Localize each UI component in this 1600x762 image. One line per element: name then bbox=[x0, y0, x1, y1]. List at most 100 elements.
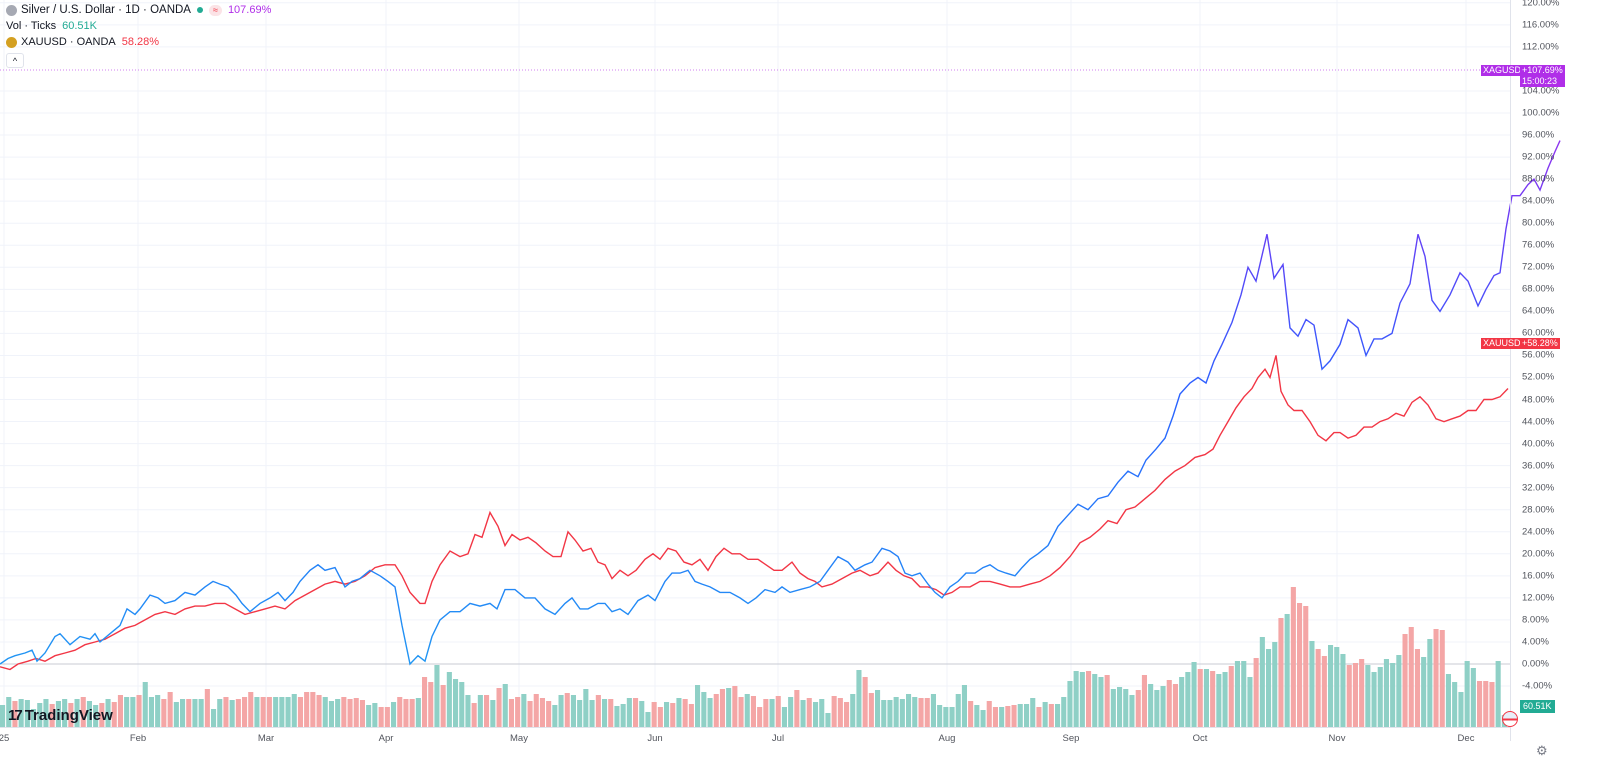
main-change-value: 107.69% bbox=[227, 4, 272, 16]
y-tick-label: 20.00% bbox=[1522, 548, 1555, 560]
volume-bar bbox=[825, 713, 831, 727]
volume-bar bbox=[167, 692, 173, 727]
legend-main-series[interactable]: Silver / U.S. Dollar · 1D · OANDA ≈ 107.… bbox=[6, 2, 271, 18]
volume-bar bbox=[868, 693, 874, 727]
volume-bar bbox=[1377, 667, 1383, 727]
volume-bar bbox=[422, 677, 428, 727]
volume-bar bbox=[688, 704, 694, 727]
y-tick-label: 0.00% bbox=[1522, 658, 1549, 670]
volume-bar bbox=[844, 702, 850, 727]
legend-compare-series[interactable]: XAUUSD · OANDA 58.28% bbox=[6, 34, 271, 50]
volume-bar bbox=[130, 697, 136, 727]
volume-bar bbox=[1383, 659, 1389, 727]
volume-bar bbox=[757, 707, 763, 727]
volume-bar bbox=[391, 702, 397, 727]
volume-bar bbox=[1011, 705, 1017, 727]
settings-gear-icon[interactable]: ⚙ bbox=[1536, 743, 1548, 758]
volume-bar bbox=[12, 701, 18, 727]
y-tick-label: 84.00% bbox=[1522, 195, 1555, 207]
volume-bar bbox=[980, 710, 986, 727]
volume-bar bbox=[1166, 680, 1172, 727]
x-tick-label: Mar bbox=[257, 733, 275, 744]
volume-bar bbox=[1477, 681, 1483, 727]
volume-bar bbox=[1135, 690, 1141, 727]
volume-bar bbox=[1172, 684, 1178, 727]
volume-bar bbox=[477, 695, 483, 727]
y-tick-label: 92.00% bbox=[1522, 151, 1555, 163]
y-tick-label: 60.00% bbox=[1522, 327, 1555, 339]
volume-bar bbox=[297, 697, 303, 727]
price-axis[interactable]: 120.00% 116.00% 112.00% 104.00% 100.00% 96.00… bbox=[1510, 0, 1600, 741]
legend-volume[interactable]: Vol · Ticks 60.51K bbox=[6, 18, 271, 34]
volume-bar bbox=[1259, 637, 1265, 727]
y-tick-label: 104.00% bbox=[1522, 85, 1560, 97]
volume-bar bbox=[211, 709, 217, 727]
volume-bar bbox=[608, 699, 614, 727]
volume-bar bbox=[142, 682, 148, 727]
volume-bar bbox=[117, 695, 123, 727]
delayed-data-icon[interactable]: ≈ bbox=[208, 4, 222, 16]
volume-bar bbox=[906, 694, 912, 727]
volume-bar bbox=[937, 705, 943, 727]
volume-bar bbox=[521, 694, 527, 727]
volume-bar bbox=[620, 704, 626, 727]
volume-bar bbox=[198, 699, 204, 727]
volume-bar bbox=[1030, 698, 1036, 727]
silver-series-line[interactable] bbox=[0, 140, 1561, 666]
y-tick-label: 12.00% bbox=[1522, 592, 1555, 604]
gold-series-line[interactable] bbox=[0, 355, 1509, 671]
volume-bar bbox=[800, 700, 806, 727]
volume-bar bbox=[602, 699, 608, 727]
main-symbol-title: Silver / U.S. Dollar · 1D · OANDA bbox=[21, 4, 191, 16]
volume-bar bbox=[1179, 677, 1185, 727]
y-tick-label: 40.00% bbox=[1522, 438, 1555, 450]
volume-bar bbox=[1470, 668, 1476, 727]
volume-bar bbox=[552, 705, 558, 727]
volume-bar bbox=[93, 705, 99, 727]
collapse-legend-button[interactable]: ^ bbox=[6, 53, 24, 68]
silver-symbol-icon bbox=[6, 4, 17, 16]
volume-bar bbox=[992, 707, 998, 727]
y-tick-label: 48.00% bbox=[1522, 394, 1555, 406]
volume-bar bbox=[657, 707, 663, 727]
us-flag-icon[interactable] bbox=[1502, 711, 1518, 727]
volume-bar bbox=[1017, 704, 1023, 727]
volume-bar bbox=[471, 703, 477, 727]
volume-bar bbox=[341, 697, 347, 727]
volume-bar bbox=[322, 697, 328, 727]
volume-bar bbox=[1303, 606, 1309, 727]
compare-symbol-title: XAUUSD · OANDA bbox=[21, 36, 116, 48]
gold-symbol-tag: XAUUSD bbox=[1481, 338, 1523, 349]
y-tick-label: 76.00% bbox=[1522, 239, 1555, 251]
volume-bar bbox=[570, 695, 576, 727]
volume-bar bbox=[924, 698, 930, 727]
volume-bar bbox=[180, 699, 186, 727]
volume-bar bbox=[639, 701, 645, 727]
grid-lines bbox=[0, 0, 1510, 727]
volume-bar bbox=[564, 693, 570, 727]
volume-value: 60.51K bbox=[62, 20, 97, 32]
volume-bar bbox=[1055, 704, 1061, 727]
volume-bar bbox=[229, 700, 235, 727]
volume-bar bbox=[1297, 603, 1303, 727]
volume-bar bbox=[1433, 629, 1439, 727]
volume-bar bbox=[788, 697, 794, 727]
volume-bar bbox=[1495, 661, 1501, 727]
time-axis[interactable]: 25 Feb Mar Apr May Jun Jul Aug Sep Oct Nov Dec bbox=[0, 727, 1510, 762]
volume-bar bbox=[266, 697, 272, 727]
tradingview-wordmark: TradingView bbox=[24, 707, 113, 724]
volume-bar bbox=[1346, 665, 1352, 727]
tradingview-logo[interactable]: 17 TradingView bbox=[8, 707, 113, 724]
volume-bar bbox=[285, 697, 291, 727]
volume-bar bbox=[192, 699, 198, 727]
volume-bar bbox=[1340, 654, 1346, 727]
y-tick-label: 28.00% bbox=[1522, 504, 1555, 516]
volume-bar bbox=[328, 701, 334, 727]
volume-bar bbox=[86, 701, 92, 727]
volume-bar bbox=[1216, 674, 1222, 727]
volume-value-tag: 60.51K bbox=[1520, 700, 1555, 713]
x-tick-label: Apr bbox=[378, 733, 394, 744]
volume-bar bbox=[1321, 656, 1327, 727]
volume-bar bbox=[508, 699, 514, 727]
